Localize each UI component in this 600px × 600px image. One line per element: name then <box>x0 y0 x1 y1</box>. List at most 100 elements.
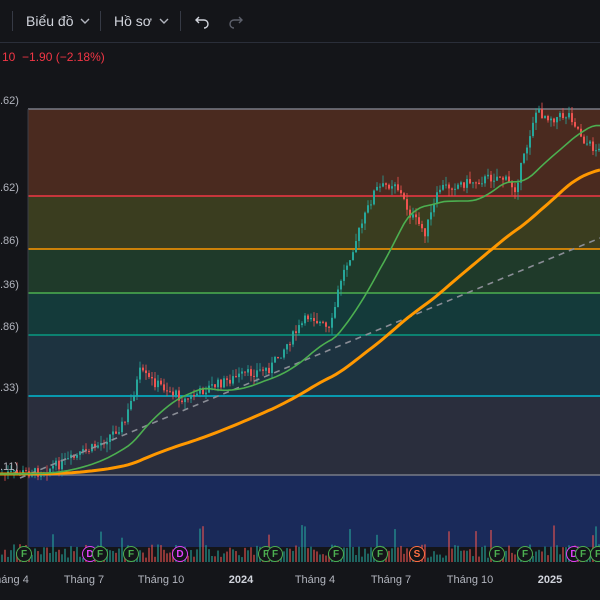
event-marker[interactable]: F <box>328 546 344 562</box>
candle-body <box>505 176 507 180</box>
event-marker[interactable]: D <box>172 546 188 562</box>
candle-body <box>481 183 483 185</box>
volume-bar <box>424 544 426 562</box>
candle-body <box>247 369 249 373</box>
candle-body <box>406 199 408 210</box>
volume-bar <box>79 556 81 562</box>
candle-body <box>124 421 126 423</box>
volume-bar <box>457 545 459 562</box>
price-chart[interactable] <box>0 42 600 600</box>
candle-body <box>526 147 528 154</box>
volume-bar <box>547 555 549 562</box>
candle-body <box>58 460 60 470</box>
candle-body <box>532 122 534 137</box>
candle-body <box>157 380 159 388</box>
candle-body <box>391 186 393 189</box>
candle-body <box>559 113 561 118</box>
volume-bar <box>460 550 462 562</box>
volume-bar <box>469 549 471 562</box>
event-marker[interactable]: F <box>92 546 108 562</box>
candle-body <box>331 317 333 328</box>
candle-body <box>232 376 234 384</box>
candle-body <box>568 113 570 118</box>
price-change-value: −1.90 (−2.18%) <box>22 50 105 64</box>
volume-bar <box>313 549 315 562</box>
event-marker[interactable]: F <box>16 546 32 562</box>
chart-menu-button[interactable]: Biểu đồ <box>26 8 90 34</box>
volume-bar <box>7 556 9 562</box>
volume-bar <box>190 550 192 562</box>
volume-bar <box>202 526 204 562</box>
candle-body <box>256 370 258 377</box>
toolbar-separator <box>180 11 181 31</box>
event-marker[interactable]: F <box>575 546 591 562</box>
candle-body <box>235 376 237 378</box>
candle-body <box>445 184 447 186</box>
candle-body <box>334 307 336 318</box>
candle-body <box>451 188 453 190</box>
volume-bar <box>208 549 210 562</box>
profile-menu-button[interactable]: Hồ sơ <box>114 8 169 34</box>
volume-bar <box>37 551 39 562</box>
toolbar-separator <box>12 11 13 31</box>
volume-bar <box>205 545 207 562</box>
candle-body <box>127 409 129 423</box>
candle-body <box>193 394 195 397</box>
event-marker[interactable]: F <box>267 546 283 562</box>
candle-body <box>469 179 471 184</box>
volume-bar <box>322 554 324 562</box>
volume-bar <box>445 555 447 562</box>
volume-bar <box>241 557 243 562</box>
volume-bar <box>244 547 246 562</box>
undo-button[interactable] <box>194 8 210 34</box>
volume-bar <box>151 544 153 562</box>
candle-body <box>385 183 387 185</box>
candle-body <box>586 143 588 145</box>
candle-body <box>373 190 375 205</box>
volume-bar <box>454 545 456 562</box>
event-marker[interactable]: F <box>123 546 139 562</box>
candle-body <box>541 109 543 119</box>
volume-bar <box>553 525 555 562</box>
event-marker[interactable]: F <box>590 546 600 562</box>
candle-body <box>364 212 366 224</box>
candle-body <box>133 395 135 401</box>
candle-body <box>562 113 564 118</box>
candle-body <box>550 118 552 121</box>
volume-bar <box>31 554 33 562</box>
volume-bar <box>589 557 591 562</box>
volume-bar <box>4 549 6 562</box>
candle-body <box>130 400 132 410</box>
volume-bar <box>121 537 123 562</box>
event-marker[interactable]: F <box>489 546 505 562</box>
candle-body <box>229 379 231 384</box>
candle-body <box>463 182 465 188</box>
volume-bar <box>154 556 156 562</box>
redo-button[interactable] <box>228 8 244 34</box>
volume-bar <box>550 546 552 562</box>
event-marker[interactable]: F <box>372 546 388 562</box>
x-axis-label: Tháng 10 <box>137 574 185 586</box>
candle-body <box>322 321 324 323</box>
x-axis-label: háng 4 <box>0 574 29 586</box>
volume-bar <box>436 554 438 562</box>
event-marker[interactable]: F <box>517 546 533 562</box>
volume-bar <box>430 556 432 562</box>
candle-body <box>427 219 429 237</box>
candle-body <box>109 434 111 442</box>
volume-bar <box>67 557 69 562</box>
candle-body <box>289 344 291 346</box>
volume-bar <box>115 552 117 562</box>
event-marker[interactable]: S <box>409 546 425 562</box>
fib-zone <box>28 475 600 547</box>
candle-body <box>538 109 540 113</box>
candle-body <box>496 176 498 181</box>
candle-body <box>553 118 555 123</box>
candle-body <box>166 390 168 392</box>
candle-body <box>400 190 402 194</box>
volume-bar <box>487 557 489 562</box>
volume-bar <box>292 550 294 562</box>
volume-bar <box>223 553 225 562</box>
candle-body <box>136 379 138 396</box>
volume-bar <box>55 551 57 562</box>
